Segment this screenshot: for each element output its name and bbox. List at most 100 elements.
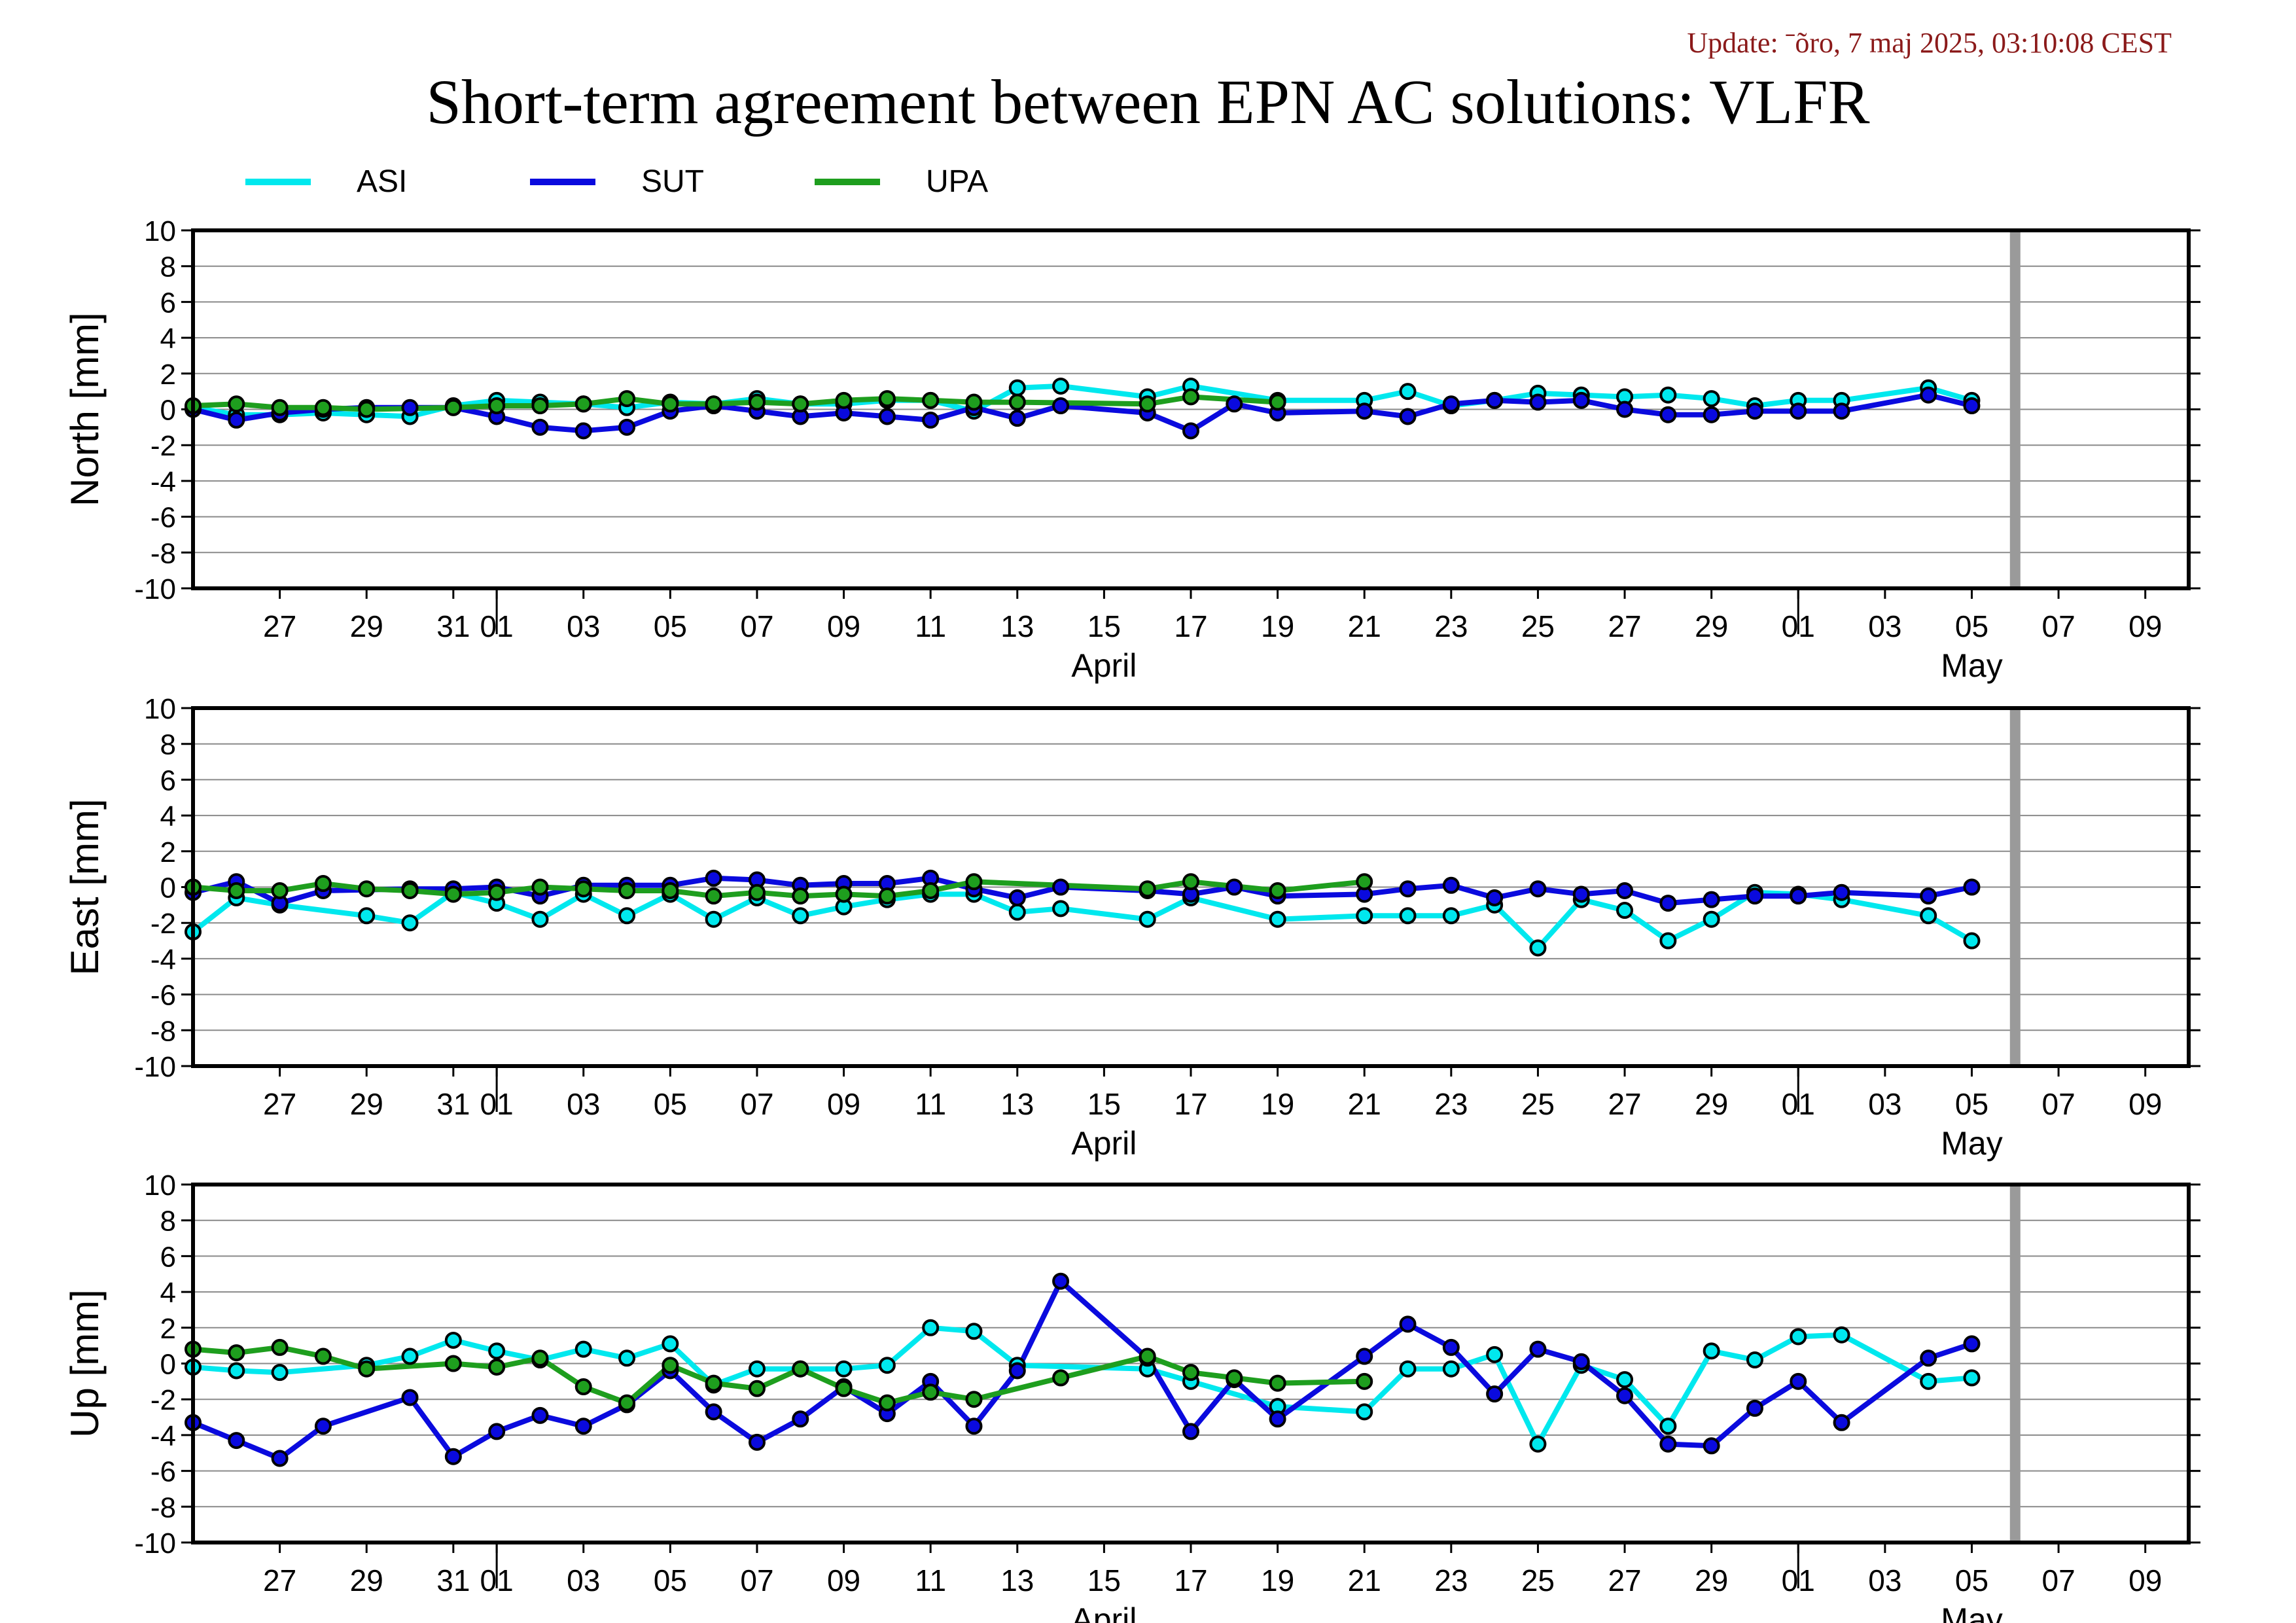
data-point-asi (271, 1364, 289, 1382)
plot-frame (191, 1183, 2191, 1544)
data-point-asi (1659, 386, 1677, 404)
data-point-upa (314, 399, 332, 416)
y-tick-label: 8 (160, 1205, 176, 1238)
data-point-asi (1399, 907, 1417, 925)
data-point-asi (662, 1335, 679, 1353)
data-point-sut (1269, 1410, 1286, 1428)
x-tick-label: 15 (1087, 609, 1121, 643)
data-point-sut (1399, 408, 1417, 425)
data-point-asi (401, 1347, 419, 1365)
x-tick-label: 07 (740, 1087, 773, 1121)
data-point-sut (1920, 1349, 1937, 1367)
x-tick-label: 05 (654, 1563, 687, 1597)
data-point-upa (792, 1360, 809, 1378)
data-point-sut (314, 1418, 332, 1435)
data-point-asi (444, 1331, 462, 1349)
data-point-sut (1746, 402, 1763, 420)
data-point-sut (1486, 1385, 1504, 1402)
x-tick-label: 27 (263, 1563, 296, 1597)
current-date-marker (2009, 1185, 2021, 1543)
month-label: May (1941, 1125, 2002, 1162)
data-point-upa (1052, 1369, 1070, 1387)
data-point-asi (488, 1342, 506, 1360)
data-point-sut (1616, 882, 1634, 899)
data-point-upa (314, 1347, 332, 1365)
x-tick-label: 29 (1695, 1087, 1728, 1121)
data-point-upa (835, 885, 853, 903)
x-tick-label: 05 (1955, 1563, 1988, 1597)
x-tick-label: 23 (1434, 1087, 1468, 1121)
data-point-sut (228, 411, 245, 429)
data-point-sut (705, 869, 722, 887)
data-point-upa (1269, 1374, 1286, 1392)
y-tick-label: 0 (160, 1349, 176, 1381)
legend-label: ASI (357, 164, 408, 199)
data-point-asi (1659, 1418, 1677, 1435)
x-tick-label: 03 (1868, 609, 1901, 643)
data-point-sut (1920, 386, 1937, 404)
x-tick-label: 17 (1174, 609, 1207, 643)
x-tick-label: 05 (1955, 1087, 1988, 1121)
legend-swatch (530, 179, 595, 185)
data-point-asi (1052, 900, 1070, 918)
legend-swatch (815, 179, 880, 185)
data-point-upa (878, 390, 896, 408)
data-point-sut (1008, 889, 1026, 906)
data-point-asi (574, 1340, 592, 1358)
month-label: April (1071, 1601, 1137, 1623)
x-tick-label: 19 (1261, 609, 1294, 643)
y-tick-label: 4 (160, 323, 176, 355)
y-tick-label: 4 (160, 1277, 176, 1309)
data-point-asi (1356, 1403, 1373, 1421)
data-point-asi (1529, 1435, 1547, 1453)
data-point-sut (1790, 402, 1807, 420)
data-point-upa (488, 883, 506, 901)
y-axis-label: Up [mm] (63, 1289, 107, 1438)
y-tick-label: -10 (134, 1051, 176, 1083)
data-point-asi (792, 907, 809, 925)
data-point-sut (574, 422, 592, 440)
y-tick-label: 4 (160, 800, 176, 832)
x-tick-label: 09 (827, 1563, 860, 1597)
data-point-upa (444, 399, 462, 416)
data-point-asi (401, 914, 419, 932)
data-point-asi (1356, 907, 1373, 925)
data-point-sut (1052, 1272, 1070, 1290)
data-point-upa (574, 880, 592, 898)
data-point-asi (835, 1360, 853, 1378)
data-point-sut (1399, 1315, 1417, 1333)
y-tick-label: -4 (150, 466, 176, 498)
data-point-sut (1356, 1347, 1373, 1365)
data-point-upa (228, 395, 245, 413)
data-point-sut (792, 1410, 809, 1428)
data-point-sut (1572, 885, 1590, 903)
data-point-sut (1182, 422, 1199, 440)
data-point-sut (531, 418, 549, 436)
data-point-sut (1703, 1437, 1720, 1455)
x-tick-label: 17 (1174, 1087, 1207, 1121)
x-tick-label: 11 (915, 1563, 946, 1597)
x-tick-label: 15 (1087, 1087, 1121, 1121)
data-point-upa (618, 1394, 636, 1412)
data-point-upa (878, 1394, 896, 1412)
data-point-upa (965, 873, 983, 891)
data-point-sut (1833, 1414, 1850, 1431)
data-point-sut (878, 408, 896, 425)
data-point-upa (1008, 393, 1026, 411)
x-tick-label: 21 (1348, 609, 1381, 643)
data-point-sut (1790, 887, 1807, 905)
x-tick-label: 27 (263, 609, 296, 643)
y-tick-label: -8 (150, 1015, 176, 1047)
data-point-upa (1139, 1347, 1156, 1365)
chart-title: Short-term agreement between EPN AC solu… (426, 67, 1870, 137)
data-point-upa (618, 882, 636, 899)
data-point-asi (705, 910, 722, 928)
data-point-sut (1746, 887, 1763, 905)
x-tick-label: 27 (1608, 609, 1641, 643)
y-tick-label: 6 (160, 287, 176, 319)
y-tick-label: -4 (150, 1420, 176, 1452)
data-point-sut (1659, 406, 1677, 423)
data-point-sut (618, 418, 636, 436)
data-point-sut (1833, 402, 1850, 420)
